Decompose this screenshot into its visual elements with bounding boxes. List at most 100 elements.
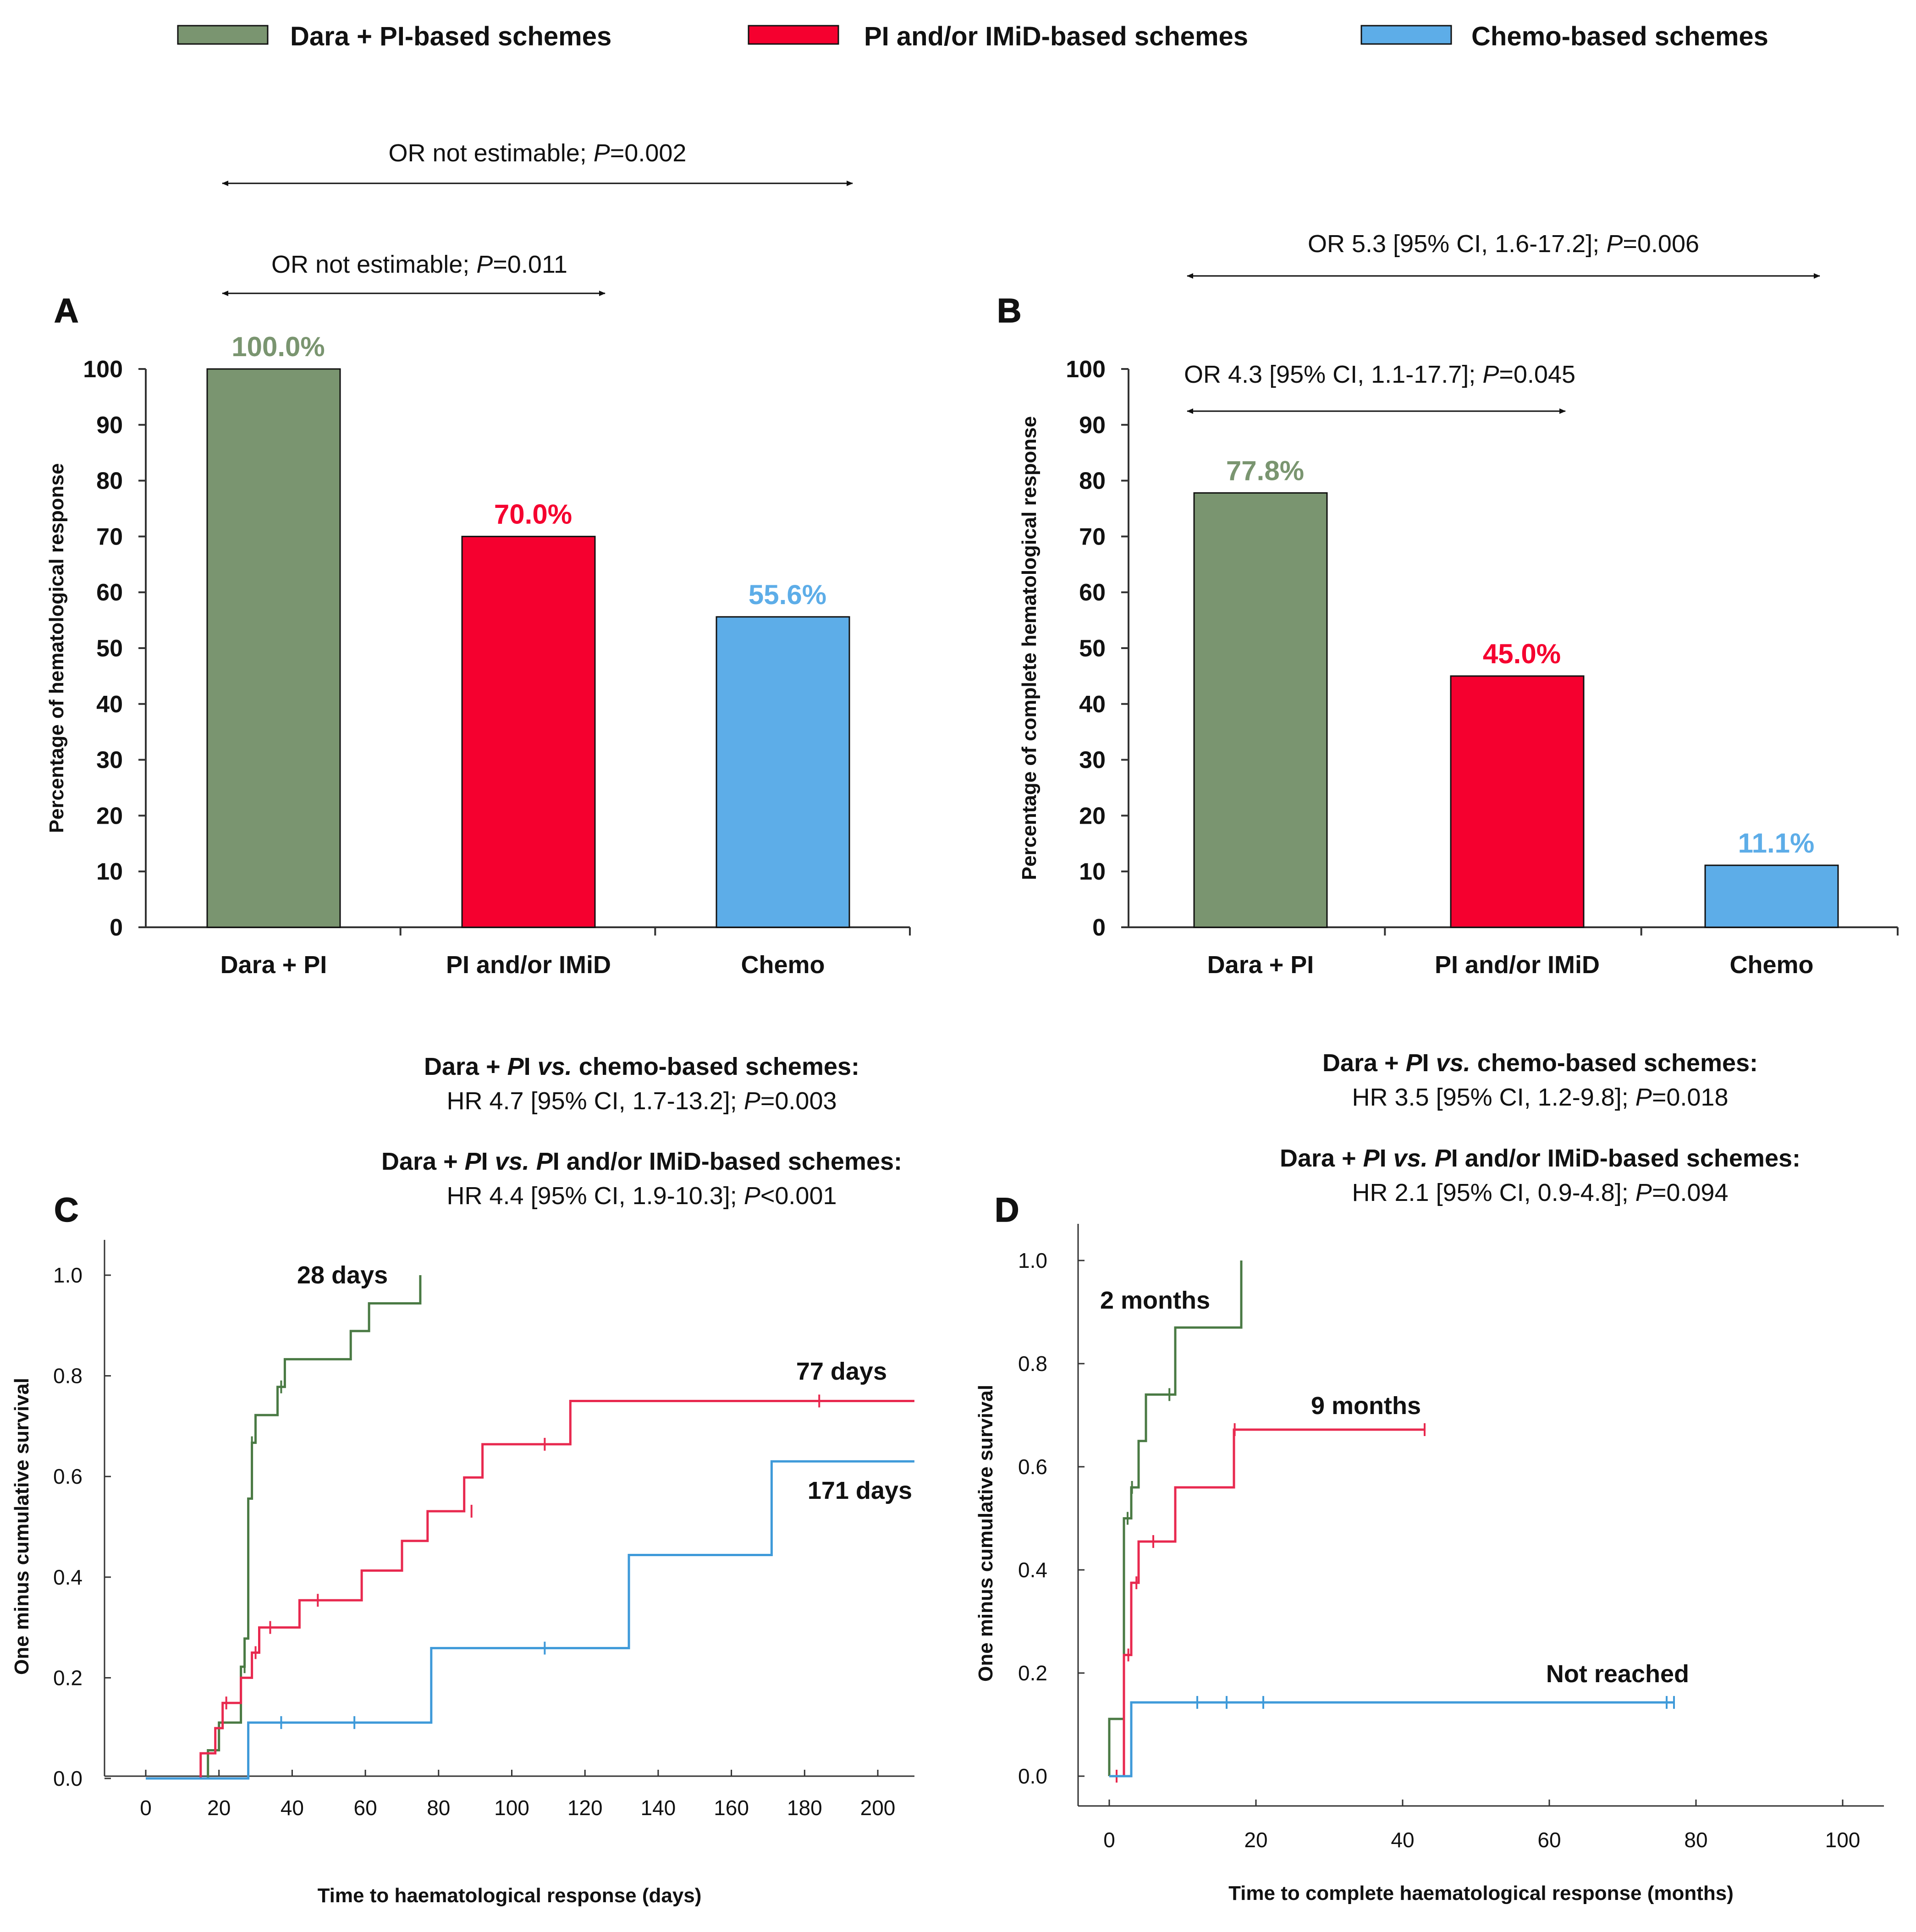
- panel-c-comparison1-title: Dara + PI vs. chemo-based schemes:: [424, 1053, 859, 1080]
- panel-c-comparison1-stat: HR 4.7 [95% CI, 1.7-13.2]; P=0.003: [446, 1087, 837, 1115]
- panel-b-category-label-1: PI and/or IMiD: [1435, 951, 1600, 979]
- panel-d-comparison1-stat: HR 3.5 [95% CI, 1.2-9.8]; P=0.018: [1352, 1084, 1729, 1111]
- panel-b-value-label-0: 77.8%: [1226, 455, 1304, 486]
- panel-c-x-tick-label: 100: [494, 1796, 529, 1820]
- panel-d-x-tick-label: 0: [1103, 1828, 1115, 1852]
- panel-d-y-tick-label: 1.0: [1018, 1249, 1047, 1272]
- legend-label-pi-imid: PI and/or IMiD-based schemes: [864, 22, 1248, 51]
- panel-c-comparisons: Dara + PI vs. chemo-based schemes: HR 4.…: [381, 1053, 902, 1210]
- panel-a-y-tick-label: 50: [96, 635, 123, 662]
- panel-c-x-tick-label: 20: [207, 1796, 231, 1820]
- panel-c-x-tick-label: 80: [427, 1796, 450, 1820]
- panel-c-median-label-0: 28 days: [297, 1261, 388, 1289]
- panel-d-y-tick-label: 0.6: [1018, 1455, 1047, 1479]
- panel-b-category-label-2: Chemo: [1729, 951, 1813, 979]
- panel-d-series-line-1: [1109, 1428, 1425, 1778]
- panel-letter-d: D: [995, 1191, 1019, 1229]
- panel-d-comparisons: Dara + PI vs. chemo-based schemes: HR 3.…: [1280, 1049, 1800, 1206]
- panel-c-x-tick-label: 60: [354, 1796, 377, 1820]
- panel-b-bar-0: [1193, 492, 1328, 928]
- panel-c-x-tick-label: 120: [567, 1796, 603, 1820]
- panel-c-y-tick-label: 0.0: [53, 1767, 83, 1790]
- panel-a-bar-chart: 0 10 20 30 40 50 60 70 80 90 100 Percentage of hema…: [45, 139, 911, 979]
- panel-a-value-label-1: 70.0%: [494, 499, 572, 529]
- panel-d-y-tick-label: 0.2: [1018, 1661, 1047, 1685]
- panel-letter-b: B: [997, 292, 1021, 330]
- panel-c-y-axis-label: One minus cumulative survival: [11, 1378, 33, 1675]
- panel-d-median-label-2: Not reached: [1546, 1660, 1689, 1688]
- panel-b-y-tick-label: 100: [1066, 356, 1106, 383]
- panel-d-series-line-2: [1109, 1701, 1674, 1778]
- panel-c-x-tick-label: 0: [140, 1796, 152, 1820]
- panel-b-annotation-text-1: OR 4.3 [95% CI, 1.1-17.7]; P=0.045: [1184, 361, 1575, 388]
- panel-letter-a: A: [54, 292, 78, 330]
- panel-b-bar-1: [1450, 675, 1585, 928]
- panel-c-series-line-1: [146, 1400, 914, 1780]
- panel-c-x-tick-label: 200: [860, 1796, 896, 1820]
- panel-c-y-tick-label: 1.0: [53, 1263, 83, 1287]
- panel-a-y-tick-label: 100: [83, 356, 123, 383]
- panel-b-y-tick-label: 50: [1079, 635, 1106, 662]
- panel-d-comparison2-stat: HR 2.1 [95% CI, 0.9-4.8]; P=0.094: [1352, 1179, 1729, 1206]
- panel-d-x-tick-label: 40: [1391, 1828, 1414, 1852]
- panel-b-bar-2: [1704, 864, 1839, 928]
- panel-d-y-tick-label: 0.4: [1018, 1558, 1047, 1582]
- panel-b-bar-chart: 0 10 20 30 40 50 60 70 80 90 100 Percentage of comp…: [1018, 230, 1899, 979]
- legend-swatch-pi-imid: [748, 25, 839, 45]
- panel-a-annotation-text-1: OR not estimable; P=0.011: [271, 251, 567, 278]
- panel-d-x-tick-label: 60: [1537, 1828, 1561, 1852]
- panel-b-category-label-0: Dara + PI: [1207, 951, 1314, 979]
- panel-c-series-line-2: [146, 1460, 914, 1780]
- panel-a-y-tick-label: 80: [96, 468, 123, 495]
- panel-b-annotation-text-0: OR 5.3 [95% CI, 1.6-17.2]; P=0.006: [1308, 230, 1699, 258]
- panel-b-y-tick-label: 10: [1079, 859, 1106, 885]
- panel-a-y-tick-label: 0: [110, 914, 123, 941]
- panel-b-y-tick-label: 40: [1079, 691, 1106, 718]
- panel-c-y-tick-label: 0.4: [53, 1565, 83, 1589]
- panel-b-y-tick-label: 0: [1092, 914, 1106, 941]
- panel-a-y-tick-label: 40: [96, 691, 123, 718]
- panel-b-y-tick-label: 60: [1079, 579, 1106, 606]
- panel-c-series-line-0: [146, 1275, 422, 1780]
- panel-c-x-axis-label: Time to haematological response (days): [318, 1884, 702, 1907]
- panel-d-x-tick-label: 20: [1244, 1828, 1267, 1852]
- legend-item-dara-pi: Dara + PI-based schemes: [177, 22, 611, 51]
- panel-d-x-axis-label: Time to complete haematological response…: [1228, 1882, 1734, 1904]
- panel-c-x-tick-label: 180: [787, 1796, 822, 1820]
- panel-b-y-tick-label: 80: [1079, 468, 1106, 495]
- panel-d-x-tick-label: 80: [1684, 1828, 1707, 1852]
- panel-b-y-axis-label: Percentage of complete hematological res…: [1018, 416, 1041, 880]
- legend-swatch-dara-pi: [177, 25, 269, 45]
- panel-a-annotation-text-0: OR not estimable; P=0.002: [389, 139, 687, 167]
- panel-c-x-tick-label: 40: [281, 1796, 304, 1820]
- panel-d-comparison1-title: Dara + PI vs. chemo-based schemes:: [1322, 1049, 1758, 1077]
- legend-item-pi-imid: PI and/or IMiD-based schemes: [748, 22, 1248, 51]
- panel-b-y-tick-label: 70: [1079, 523, 1106, 550]
- panel-d-comparison2-title: Dara + PI vs. PI and/or IMiD-based schem…: [1280, 1145, 1800, 1172]
- legend-label-dara-pi: Dara + PI-based schemes: [290, 22, 611, 51]
- panel-a-y-tick-label: 70: [96, 523, 123, 550]
- panel-a-y-tick-label: 20: [96, 803, 123, 829]
- panel-c-comparison2-stat: HR 4.4 [95% CI, 1.9-10.3]; P<0.001: [446, 1182, 837, 1210]
- panel-d-x-tick-label: 100: [1825, 1828, 1861, 1852]
- panel-a-bar-0: [206, 368, 341, 928]
- panel-a-y-tick-label: 60: [96, 579, 123, 606]
- panel-c-median-label-2: 171 days: [808, 1477, 912, 1504]
- panel-d-km-chart: 0.0 0.2 0.4 0.6 0.8 1.0 0 20 40 60 80 100 One minus …: [975, 1224, 1884, 1904]
- panel-b-y-tick-label: 20: [1079, 803, 1106, 829]
- panel-d-y-tick-label: 0.0: [1018, 1764, 1047, 1788]
- panel-c-km-chart: 0.0 0.2 0.4 0.6 0.8 1.0 0 20 40 60 80 100 120 140 160 1…: [11, 1240, 914, 1907]
- panel-b-value-label-1: 45.0%: [1483, 638, 1561, 669]
- panel-c-median-label-1: 77 days: [796, 1358, 887, 1385]
- panel-b-y-tick-label: 30: [1079, 747, 1106, 774]
- panel-a-value-label-0: 100.0%: [231, 331, 325, 362]
- panel-c-y-tick-label: 0.8: [53, 1364, 83, 1388]
- legend: Dara + PI-based schemes PI and/or IMiD-b…: [177, 22, 1768, 51]
- panel-a-value-label-2: 55.6%: [749, 579, 826, 610]
- panel-a-y-tick-label: 90: [96, 412, 123, 439]
- panel-b-value-label-2: 11.1%: [1738, 828, 1815, 859]
- panel-d-median-label-1: 9 months: [1311, 1392, 1421, 1420]
- panel-d-median-label-0: 2 months: [1100, 1287, 1210, 1314]
- panel-c-y-tick-label: 0.2: [53, 1666, 83, 1690]
